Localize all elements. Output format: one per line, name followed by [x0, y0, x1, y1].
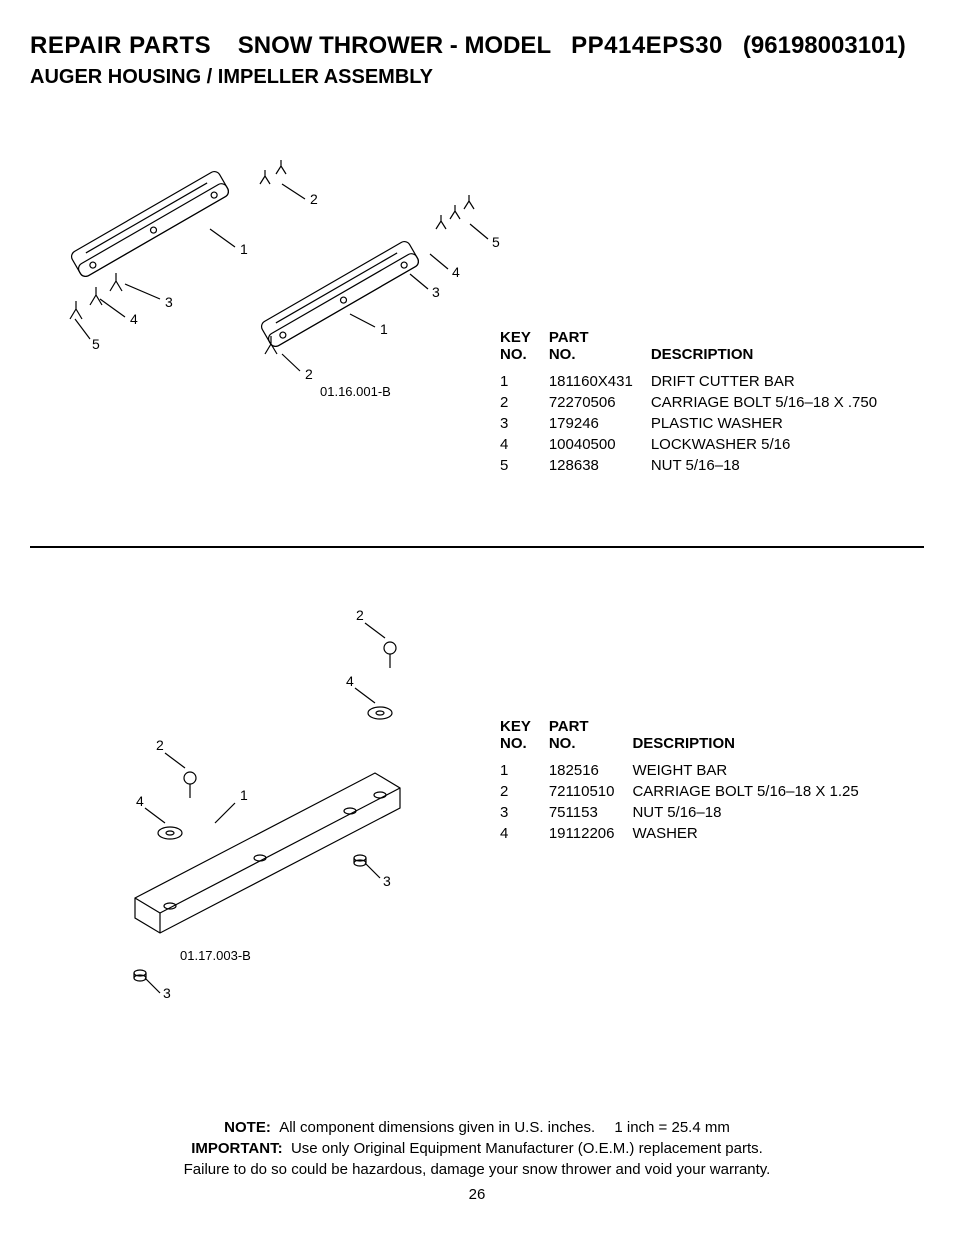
callout: 2 [156, 737, 164, 753]
table-row: 3 179246 PLASTIC WASHER [500, 413, 895, 434]
cell-key: 1 [500, 760, 549, 781]
th-desc: DESCRIPTION [651, 329, 895, 371]
important-text-2: Failure to do so could be hazardous, dam… [0, 1159, 954, 1180]
cell-key: 1 [500, 371, 549, 392]
diagram-2: 1 2 3 4 2 3 4 01.17.003-B [30, 598, 500, 998]
callout: 3 [432, 284, 440, 300]
callout: 3 [163, 985, 171, 998]
cell-key: 3 [500, 413, 549, 434]
cell-key: 2 [500, 392, 549, 413]
cell-part: 751153 [549, 802, 633, 823]
important-text: Use only Original Equipment Manufacturer… [291, 1140, 763, 1157]
callout: 4 [136, 793, 144, 809]
page-number: 26 [0, 1184, 954, 1205]
cell-desc: PLASTIC WASHER [651, 413, 895, 434]
parts-table-2: KEYNO. PARTNO. DESCRIPTION 1 182516 WEIG… [500, 718, 877, 844]
table-row: 5 128638 NUT 5/16–18 [500, 455, 895, 476]
diagram-2-svg: 1 2 3 4 2 3 4 [30, 598, 500, 998]
cell-part: 72270506 [549, 392, 651, 413]
model-label: PP414EPS30 [571, 32, 723, 59]
page-title: REPAIR PARTS SNOW THROWER - MODEL PP414E… [30, 30, 924, 62]
cell-part: 179246 [549, 413, 651, 434]
table-row: 4 10040500 LOCKWASHER 5/16 [500, 434, 895, 455]
cell-part: 72110510 [549, 781, 633, 802]
cell-desc: NUT 5/16–18 [632, 802, 876, 823]
cell-desc: CARRIAGE BOLT 5/16–18 X .750 [651, 392, 895, 413]
cell-key: 4 [500, 434, 549, 455]
cell-desc: WEIGHT BAR [632, 760, 876, 781]
table-row: 1 181160X431 DRIFT CUTTER BAR [500, 371, 895, 392]
cell-part: 10040500 [549, 434, 651, 455]
callout: 5 [92, 336, 100, 352]
th-part: PARTNO. [549, 718, 633, 760]
parts-table-1: KEYNO. PARTNO. DESCRIPTION 1 181160X431 … [500, 329, 895, 476]
cell-part: 182516 [549, 760, 633, 781]
cell-key: 4 [500, 823, 549, 844]
cell-part: 19112206 [549, 823, 633, 844]
diagram-1-code: 01.16.001-B [320, 384, 391, 399]
callout: 1 [240, 241, 248, 257]
cell-desc: NUT 5/16–18 [651, 455, 895, 476]
note-text: All component dimensions given in U.S. i… [279, 1119, 730, 1136]
cell-part: 128638 [549, 455, 651, 476]
cell-part: 181160X431 [549, 371, 651, 392]
callout: 5 [492, 234, 500, 250]
callout: 4 [130, 311, 138, 327]
important-label: IMPORTANT: [191, 1140, 282, 1157]
th-desc: DESCRIPTION [632, 718, 876, 760]
callout: 4 [346, 673, 354, 689]
table-row: 1 182516 WEIGHT BAR [500, 760, 877, 781]
callout: 2 [310, 191, 318, 207]
cell-desc: DRIFT CUTTER BAR [651, 371, 895, 392]
cell-key: 5 [500, 455, 549, 476]
table-row: 2 72110510 CARRIAGE BOLT 5/16–18 X 1.25 [500, 781, 877, 802]
repair-parts-label: REPAIR PARTS [30, 32, 211, 59]
th-key: KEYNO. [500, 718, 549, 760]
table-row: 2 72270506 CARRIAGE BOLT 5/16–18 X .750 [500, 392, 895, 413]
section-drift-cutter: 1 2 3 4 5 1 2 3 4 5 01.16.001-B KEYNO. P… [30, 119, 924, 476]
diagram-1: 1 2 3 4 5 1 2 3 4 5 01.16.001-B [30, 119, 500, 419]
assembly-label: AUGER HOUSING / IMPELLER ASSEMBLY [30, 66, 924, 89]
cell-desc: LOCKWASHER 5/16 [651, 434, 895, 455]
callout: 4 [452, 264, 460, 280]
table-row: 4 19112206 WASHER [500, 823, 877, 844]
callout: 2 [356, 607, 364, 623]
cell-key: 2 [500, 781, 549, 802]
cell-desc: CARRIAGE BOLT 5/16–18 X 1.25 [632, 781, 876, 802]
table-range: 3 751153 NUT 5/16–18 [500, 802, 877, 823]
diagram-1-svg: 1 2 3 4 5 1 2 3 4 5 [30, 119, 500, 419]
callout: 1 [240, 787, 248, 803]
callout: 1 [380, 321, 388, 337]
product-label: SNOW THROWER - MODEL [238, 32, 551, 59]
callout: 2 [305, 366, 313, 382]
th-key: KEYNO. [500, 329, 549, 371]
note-label: NOTE: [224, 1119, 271, 1136]
serial-label: (96198003101) [743, 32, 906, 59]
callout: 3 [165, 294, 173, 310]
callout: 3 [383, 873, 391, 889]
footer: NOTE: All component dimensions given in … [0, 1117, 954, 1205]
diagram-2-code: 01.17.003-B [180, 948, 251, 963]
cell-key: 3 [500, 802, 549, 823]
section-divider [30, 546, 924, 548]
cell-desc: WASHER [632, 823, 876, 844]
section-weight-bar: 1 2 3 4 2 3 4 01.17.003-B KEYNO. PARTNO.… [30, 598, 924, 998]
th-part: PARTNO. [549, 329, 651, 371]
